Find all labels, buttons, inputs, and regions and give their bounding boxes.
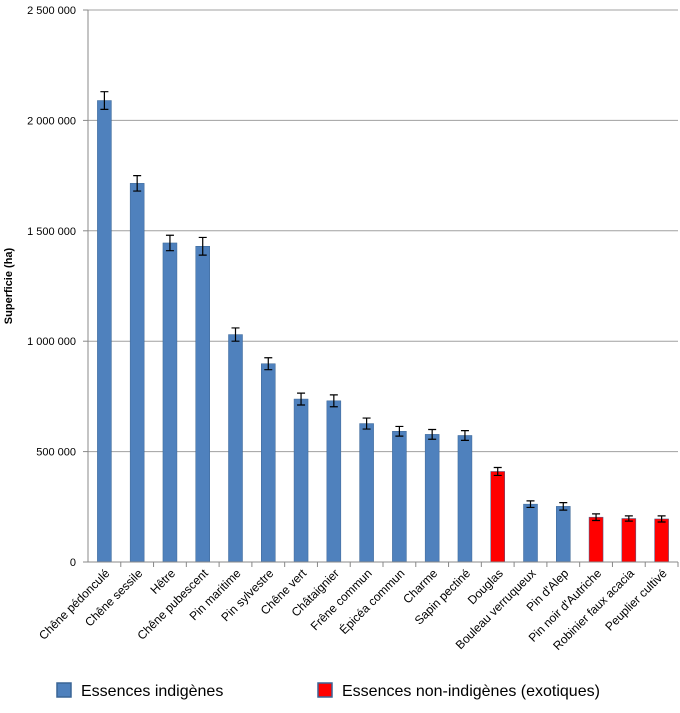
y-tick-label: 500 000 bbox=[36, 447, 76, 459]
error-bar bbox=[264, 357, 273, 371]
bar bbox=[654, 518, 669, 563]
bar bbox=[359, 423, 374, 563]
error-bar bbox=[559, 502, 568, 511]
bar bbox=[457, 435, 473, 563]
legend-swatch bbox=[317, 682, 333, 698]
error-bar bbox=[165, 234, 174, 252]
bar bbox=[326, 400, 342, 563]
bar bbox=[556, 506, 571, 563]
legend-label: Essences indigènes bbox=[81, 683, 223, 700]
bar bbox=[162, 242, 178, 563]
error-bar bbox=[100, 91, 109, 110]
y-tick-label: 2 000 000 bbox=[27, 115, 76, 127]
error-bar bbox=[460, 430, 469, 441]
error-bar bbox=[657, 515, 666, 523]
bar bbox=[490, 471, 505, 563]
error-bar bbox=[592, 513, 601, 522]
y-axis-label: Superficie (ha) bbox=[3, 247, 15, 324]
bar bbox=[588, 516, 604, 563]
legend-swatch bbox=[56, 682, 72, 698]
y-tick-label: 0 bbox=[70, 557, 76, 569]
bar bbox=[523, 503, 538, 563]
bar bbox=[392, 431, 407, 563]
error-bar bbox=[624, 515, 633, 522]
bar bbox=[424, 434, 440, 563]
error-bar bbox=[493, 466, 502, 477]
bar bbox=[293, 398, 309, 563]
bar bbox=[195, 246, 210, 563]
error-bar bbox=[329, 394, 338, 408]
error-bar bbox=[133, 175, 142, 192]
x-tick-label: Chêne sessile bbox=[82, 566, 145, 629]
bar bbox=[621, 518, 637, 563]
bar bbox=[97, 100, 112, 563]
error-bar bbox=[526, 500, 535, 509]
legend-label: Essences non-indigènes (exotiques) bbox=[342, 683, 600, 700]
y-tick-label: 1 000 000 bbox=[27, 336, 76, 348]
error-bar bbox=[231, 327, 240, 342]
error-bar bbox=[362, 417, 371, 430]
error-bar bbox=[198, 236, 207, 256]
bar bbox=[261, 363, 276, 563]
y-tick-label: 2 500 000 bbox=[27, 5, 76, 17]
y-tick-label: 1 500 000 bbox=[27, 226, 76, 238]
bar bbox=[129, 183, 145, 563]
error-bar bbox=[297, 392, 306, 406]
bar bbox=[228, 334, 243, 563]
error-bar bbox=[428, 428, 437, 440]
error-bar bbox=[395, 425, 404, 437]
